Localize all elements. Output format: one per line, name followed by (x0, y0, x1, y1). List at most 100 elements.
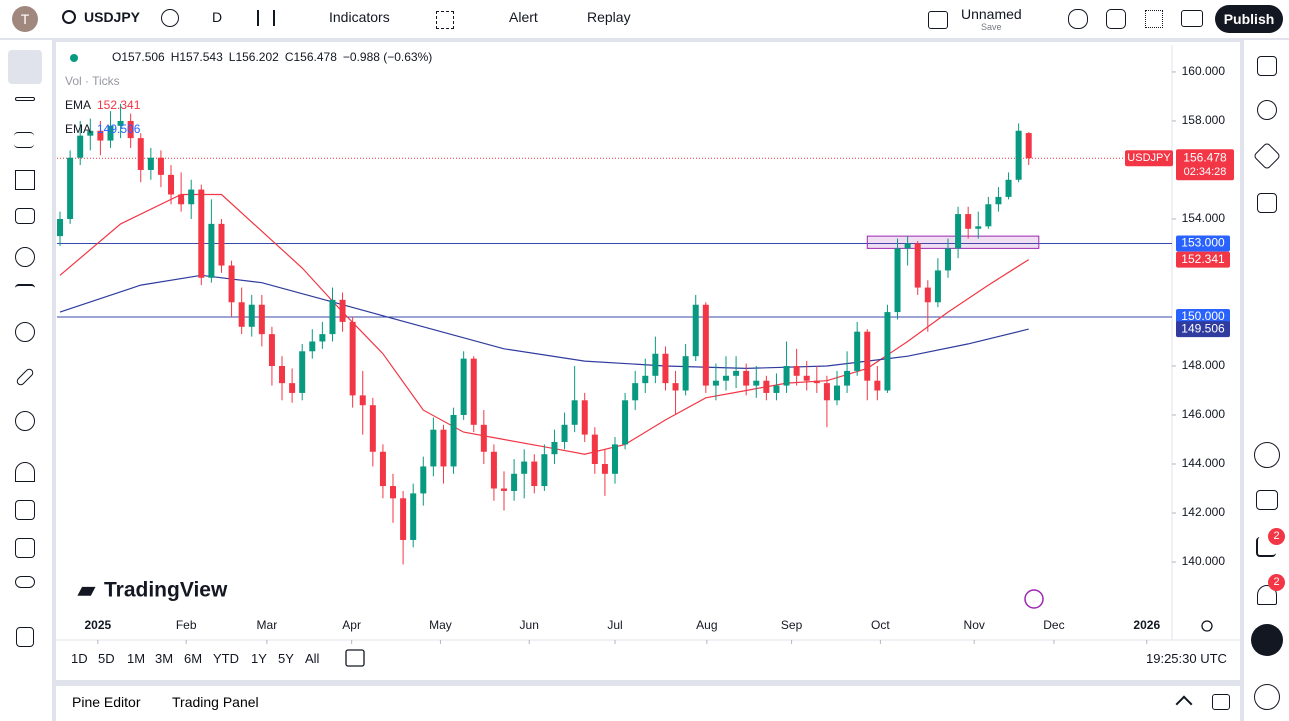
range-button[interactable]: 6M (184, 651, 203, 666)
range-button[interactable]: 1Y (251, 651, 267, 666)
candle-body (914, 243, 921, 288)
lock-tool[interactable] (15, 538, 35, 558)
candle-body (944, 248, 951, 271)
maximize-icon[interactable] (1212, 694, 1230, 710)
candle-body (238, 302, 245, 327)
forecast-tool[interactable] (15, 208, 35, 224)
candle-body (450, 414, 457, 467)
chat-icon[interactable] (1257, 193, 1277, 213)
stay-drawing-tool[interactable] (15, 500, 35, 520)
brush-tool[interactable] (15, 247, 35, 267)
news-icon[interactable] (1256, 537, 1276, 557)
ohlc-value: −0.988 (−0.63%) (343, 50, 432, 64)
help-icon[interactable] (1254, 684, 1280, 710)
publish-button[interactable]: Publish (1215, 5, 1283, 33)
chart-pane (56, 42, 1240, 682)
x-tick-label: Nov (964, 618, 985, 632)
events-icon[interactable] (1024, 589, 1044, 609)
compare-icon[interactable] (161, 9, 179, 27)
range-button[interactable]: 1M (127, 651, 146, 666)
templates-icon[interactable] (436, 11, 454, 29)
candle-body (127, 120, 134, 139)
emoji-tool[interactable] (15, 322, 35, 342)
magnet-tool[interactable] (15, 462, 35, 482)
candle-body (733, 370, 740, 376)
range-button[interactable]: All (305, 651, 320, 666)
candle-body (753, 380, 760, 386)
price-tag (1176, 321, 1230, 338)
notifications-icon[interactable] (1257, 585, 1277, 605)
replay-button[interactable]: Replay (587, 9, 631, 25)
date-range-icon[interactable] (345, 649, 365, 667)
hide-tool[interactable] (15, 576, 35, 588)
badge: 2 (1268, 528, 1285, 545)
hotlist-icon[interactable] (1254, 442, 1280, 468)
save-label[interactable]: Save (981, 22, 1002, 32)
layout-name[interactable]: Unnamed (961, 6, 1022, 22)
x-tick-label: Apr (342, 618, 361, 632)
ema-line (59, 274, 1029, 370)
candle-body (965, 214, 972, 229)
range-button[interactable]: 5D (98, 651, 115, 666)
panel-tab[interactable]: Trading Panel (172, 694, 259, 710)
watermark: TradingView (104, 579, 228, 602)
text-tool[interactable] (15, 284, 35, 304)
pattern-tool[interactable] (15, 170, 35, 190)
calendar-icon[interactable] (1256, 490, 1278, 510)
fib-tool[interactable] (14, 132, 34, 148)
candle-body (268, 334, 275, 366)
panel-tab[interactable]: Pine Editor (72, 694, 141, 710)
watchlist-icon[interactable] (1257, 56, 1277, 76)
ohlc-value: C156.478 (285, 50, 337, 64)
axis-settings[interactable] (1201, 620, 1213, 632)
quick-search[interactable] (1068, 9, 1088, 29)
candle-body (864, 331, 871, 381)
range-button[interactable]: 3M (155, 651, 174, 666)
candle-body (712, 380, 719, 386)
candle-body (642, 375, 649, 384)
range-button[interactable]: 1D (71, 651, 88, 666)
clock[interactable]: 19:25:30 UTC (1146, 651, 1227, 666)
candle-body (924, 287, 931, 303)
candle-body (591, 434, 598, 465)
cursor-tool[interactable] (8, 50, 42, 84)
candle-body (672, 383, 679, 391)
settings-icon[interactable] (1106, 9, 1126, 29)
candle-body (258, 304, 265, 335)
range-button[interactable]: YTD (213, 651, 239, 666)
indicators-button[interactable]: Indicators (329, 9, 390, 25)
price-tag-label: 152.341 (1181, 252, 1225, 266)
symbol-tag (1125, 150, 1173, 167)
candle-body (107, 125, 114, 141)
layout-icon[interactable] (928, 11, 948, 29)
line-tool[interactable] (15, 97, 35, 101)
products-icon[interactable] (1251, 624, 1283, 656)
candle-body (692, 304, 699, 357)
candle-body (480, 424, 487, 452)
interval[interactable]: D (212, 9, 223, 25)
x-tick-label: 2026 (1133, 618, 1160, 632)
candle-body (289, 383, 296, 393)
candle-body (763, 380, 770, 393)
candle-body (319, 334, 326, 342)
x-tick-label: Oct (871, 618, 890, 632)
plot (57, 103, 1172, 565)
symbol-search[interactable]: USDJPY (84, 9, 141, 25)
candle-body (329, 299, 336, 335)
x-tick-label: May (429, 618, 452, 632)
alert-button[interactable]: Alert (509, 9, 538, 25)
candle-body (743, 370, 750, 386)
fullscreen-icon[interactable] (1145, 10, 1163, 28)
zoom-tool[interactable] (15, 411, 35, 431)
avatar[interactable]: T (12, 6, 38, 32)
candle-body (884, 312, 891, 391)
x-tick-label: Sep (781, 618, 803, 632)
delete-tool[interactable] (16, 627, 34, 647)
screenshot-icon[interactable] (1181, 10, 1203, 27)
range-button[interactable]: 5Y (278, 651, 294, 666)
candle-body (894, 248, 901, 313)
y-tick-label: 140.000 (1182, 554, 1226, 568)
chart-type-icon[interactable] (257, 10, 275, 26)
price-tag-label: 149.506 (1181, 321, 1225, 335)
alerts-icon[interactable] (1257, 100, 1277, 120)
